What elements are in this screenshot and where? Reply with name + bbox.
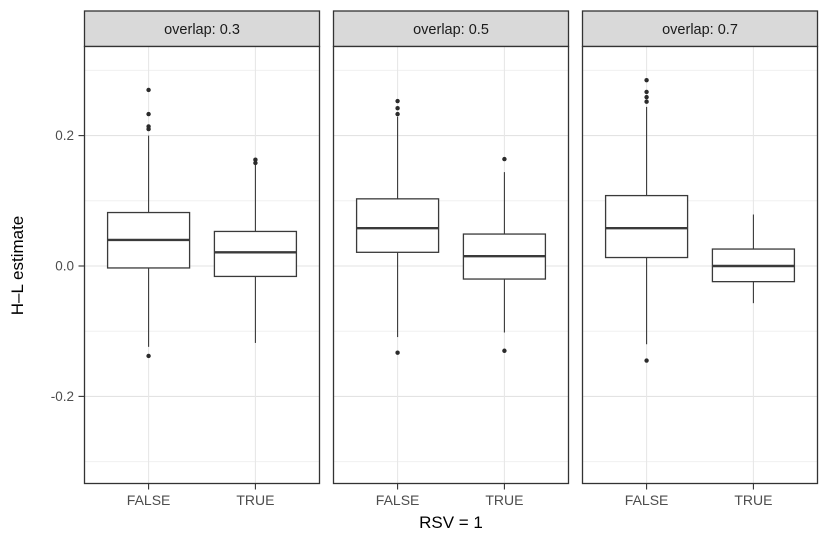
y-tick-label: 0.0: [55, 259, 74, 274]
box: [355, 198, 440, 253]
outlier-dot: [395, 106, 400, 111]
outlier-dot: [253, 157, 258, 162]
x-category-label: FALSE: [376, 492, 420, 508]
facet-strip-label: overlap: 0.7: [662, 22, 738, 38]
panel-border: [581, 45, 819, 485]
x-category-label: TRUE: [734, 492, 772, 508]
facet-strip-label: overlap: 0.3: [164, 22, 240, 38]
outlier-dot: [253, 160, 258, 166]
y-tick-label: 0.2: [55, 128, 74, 143]
x-category-label: FALSE: [127, 492, 171, 508]
outlier-dot: [502, 156, 507, 162]
panel-border: [83, 45, 321, 485]
outlier-dot: [395, 111, 400, 117]
outlier-dot: [395, 350, 400, 355]
x-axis-title: RSV = 1: [419, 513, 483, 532]
box: [604, 194, 689, 259]
strip-background: [581, 10, 819, 48]
x-category-label: TRUE: [236, 492, 274, 508]
outlier-dot: [146, 353, 151, 359]
x-category-label: FALSE: [625, 492, 669, 508]
outlier-dot: [644, 94, 649, 100]
outlier-dot: [146, 87, 151, 93]
outlier-dot: [146, 126, 151, 132]
outlier-dot: [395, 98, 400, 104]
strip-background: [83, 10, 321, 48]
panels-layer: [78, 10, 819, 490]
outlier-dot: [644, 99, 649, 104]
outlier-dot: [644, 77, 649, 83]
outlier-dot: [502, 348, 507, 353]
facet-strip-label: overlap: 0.5: [413, 22, 489, 38]
strip-background: [332, 10, 570, 48]
outlier-dot: [146, 111, 151, 117]
y-tick-label: -0.2: [51, 389, 74, 404]
outlier-dot: [644, 89, 649, 95]
y-axis-title: H–L estimate: [8, 216, 27, 316]
outlier-dot: [644, 358, 649, 363]
x-category-label: TRUE: [485, 492, 523, 508]
box: [213, 230, 298, 278]
panel-border: [332, 45, 570, 485]
